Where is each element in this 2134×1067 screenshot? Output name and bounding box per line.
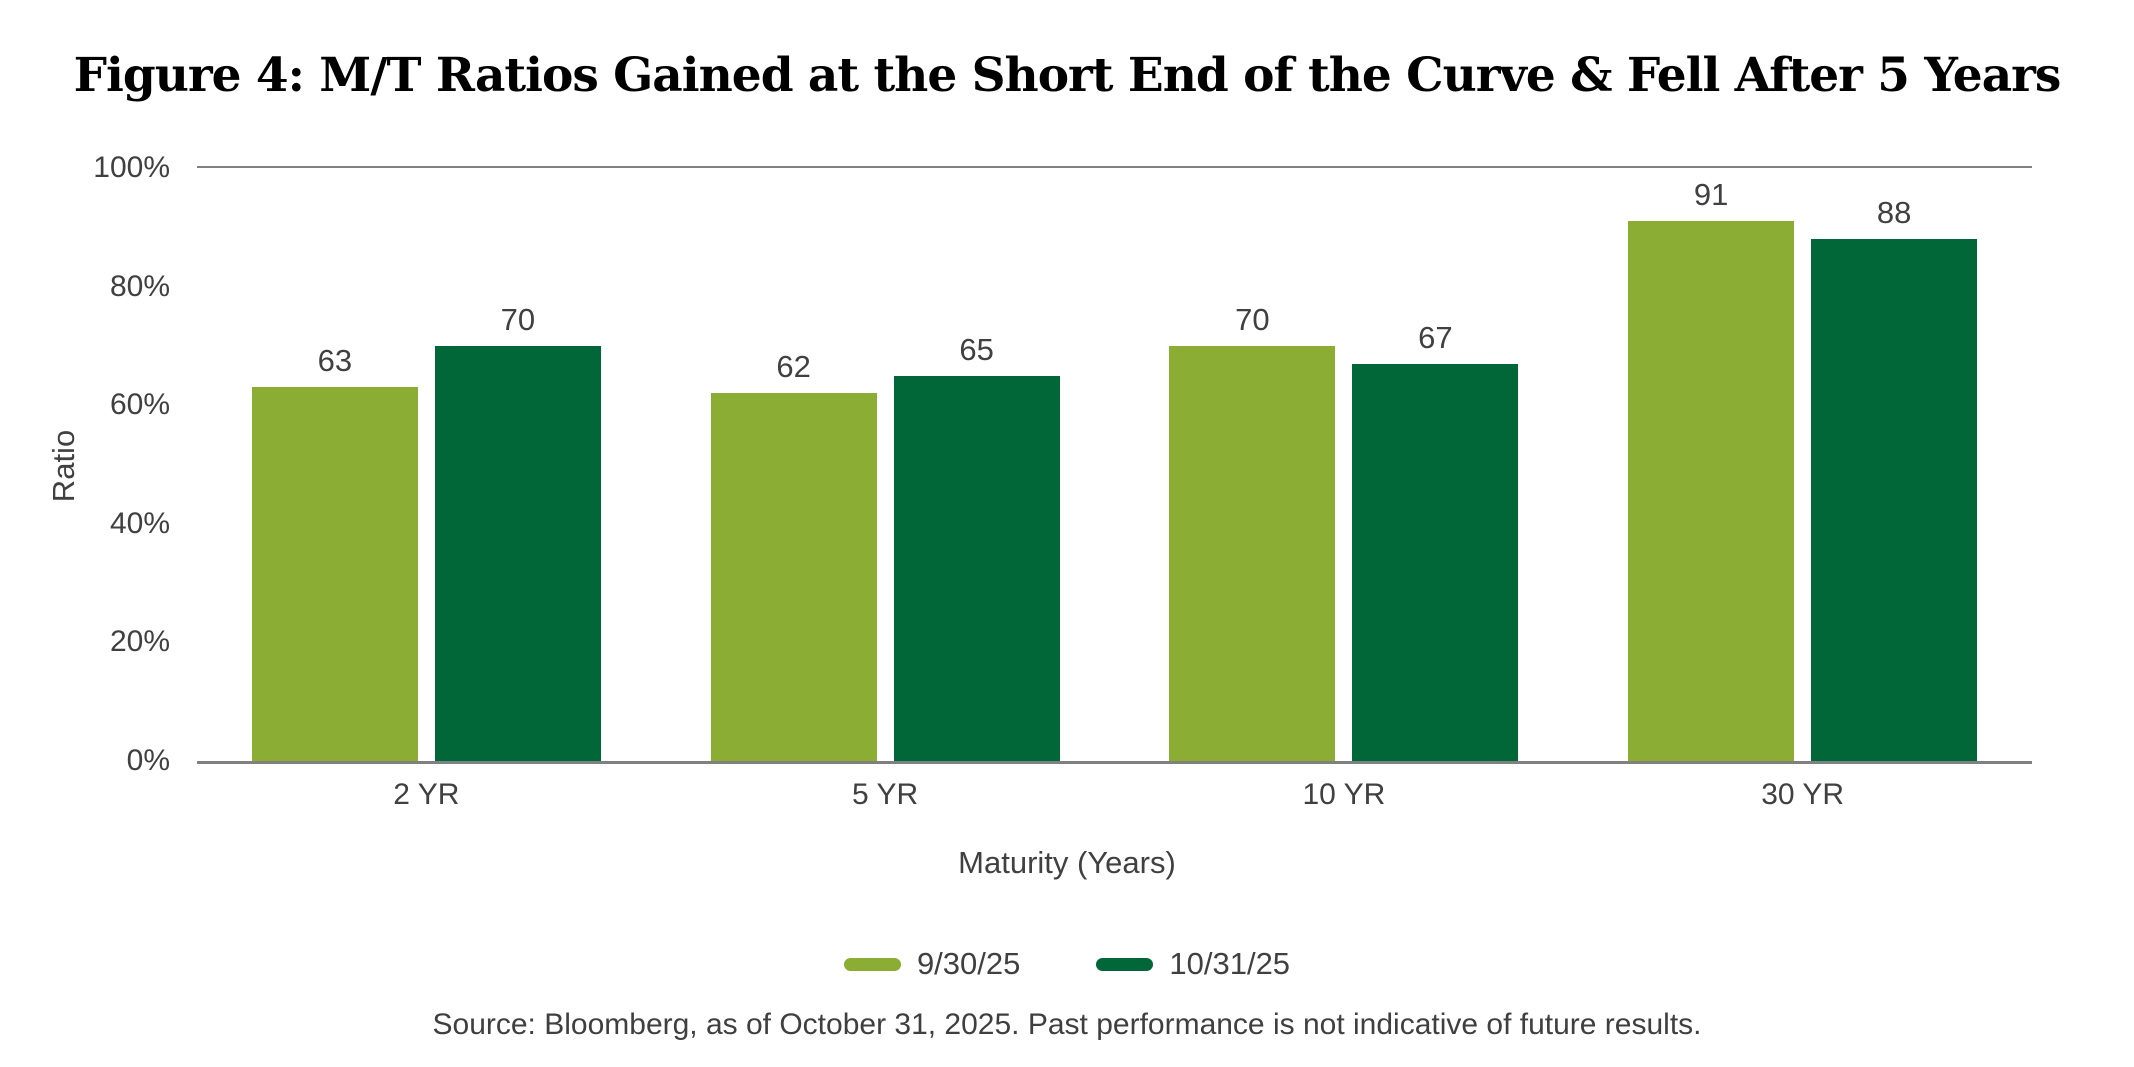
- bar-group-30-yr: 91 88: [1573, 168, 2032, 761]
- bar-value-label: 88: [1876, 195, 1912, 231]
- source-note: Source: Bloomberg, as of October 31, 202…: [432, 1008, 1702, 1041]
- x-axis-ticks: 2 YR 5 YR 10 YR 30 YR: [197, 778, 2032, 812]
- chart-title: Figure 4: M/T Ratios Gained at the Short…: [73, 48, 2062, 103]
- y-tick-label: 20%: [109, 625, 170, 659]
- x-tick-label: 10 YR: [1302, 778, 1386, 811]
- y-tick-label: 60%: [109, 388, 170, 422]
- bar-value-label: 67: [1418, 319, 1453, 355]
- x-axis-line: [197, 761, 2032, 764]
- bar-value-label: 70: [500, 301, 536, 337]
- bar-group-10-yr: 70 67: [1115, 168, 1574, 761]
- bar-9-30-25-30-yr: 91: [1628, 177, 1795, 761]
- y-tick-label: 40%: [109, 506, 170, 540]
- x-tick-label: 5 YR: [852, 778, 919, 811]
- legend: 9/30/25 10/31/25: [0, 946, 2134, 982]
- bar-group-2-yr: 63 70: [197, 168, 656, 761]
- y-tick-label: 0%: [126, 744, 170, 777]
- bar-value-label: 62: [776, 349, 811, 385]
- legend-swatch-icon: [1096, 957, 1154, 971]
- x-tick-label: 2 YR: [393, 778, 460, 811]
- bar-groups: 63 70 62 65 70 67 91 88: [197, 168, 2032, 761]
- bar-9-30-25-2-yr: 63: [251, 343, 418, 761]
- plot-area: 63 70 62 65 70 67 91 88: [197, 166, 2032, 764]
- bar-9-30-25-10-yr: 70: [1169, 302, 1336, 761]
- x-tick-label: 30 YR: [1761, 778, 1845, 811]
- bar-value-label: 70: [1235, 301, 1270, 337]
- bar-value-label: 63: [317, 343, 353, 379]
- legend-label: 10/31/25: [1169, 946, 1291, 981]
- y-tick-label: 100%: [93, 151, 170, 184]
- x-axis-title: Maturity (Years): [958, 845, 1176, 880]
- bar-value-label: 91: [1693, 177, 1729, 213]
- legend-item-10-31-25: 10/31/25: [1096, 946, 1290, 982]
- bar-9-30-25-5-yr: 62: [710, 349, 877, 761]
- bar-10-31-25-10-yr: 67: [1352, 320, 1519, 761]
- bar-value-label: 65: [959, 331, 994, 367]
- bar-10-31-25-2-yr: 70: [434, 302, 601, 761]
- legend-item-9-30-25: 9/30/25: [843, 946, 1021, 982]
- y-tick-label: 80%: [109, 269, 170, 303]
- legend-swatch-icon: [843, 957, 901, 971]
- y-axis-title: Ratio: [46, 429, 81, 503]
- bar-10-31-25-30-yr: 88: [1811, 195, 1978, 761]
- legend-label: 9/30/25: [916, 946, 1021, 981]
- gridline-100pct: [197, 166, 2032, 168]
- bar-10-31-25-5-yr: 65: [893, 332, 1060, 761]
- bar-group-5-yr: 62 65: [656, 168, 1115, 761]
